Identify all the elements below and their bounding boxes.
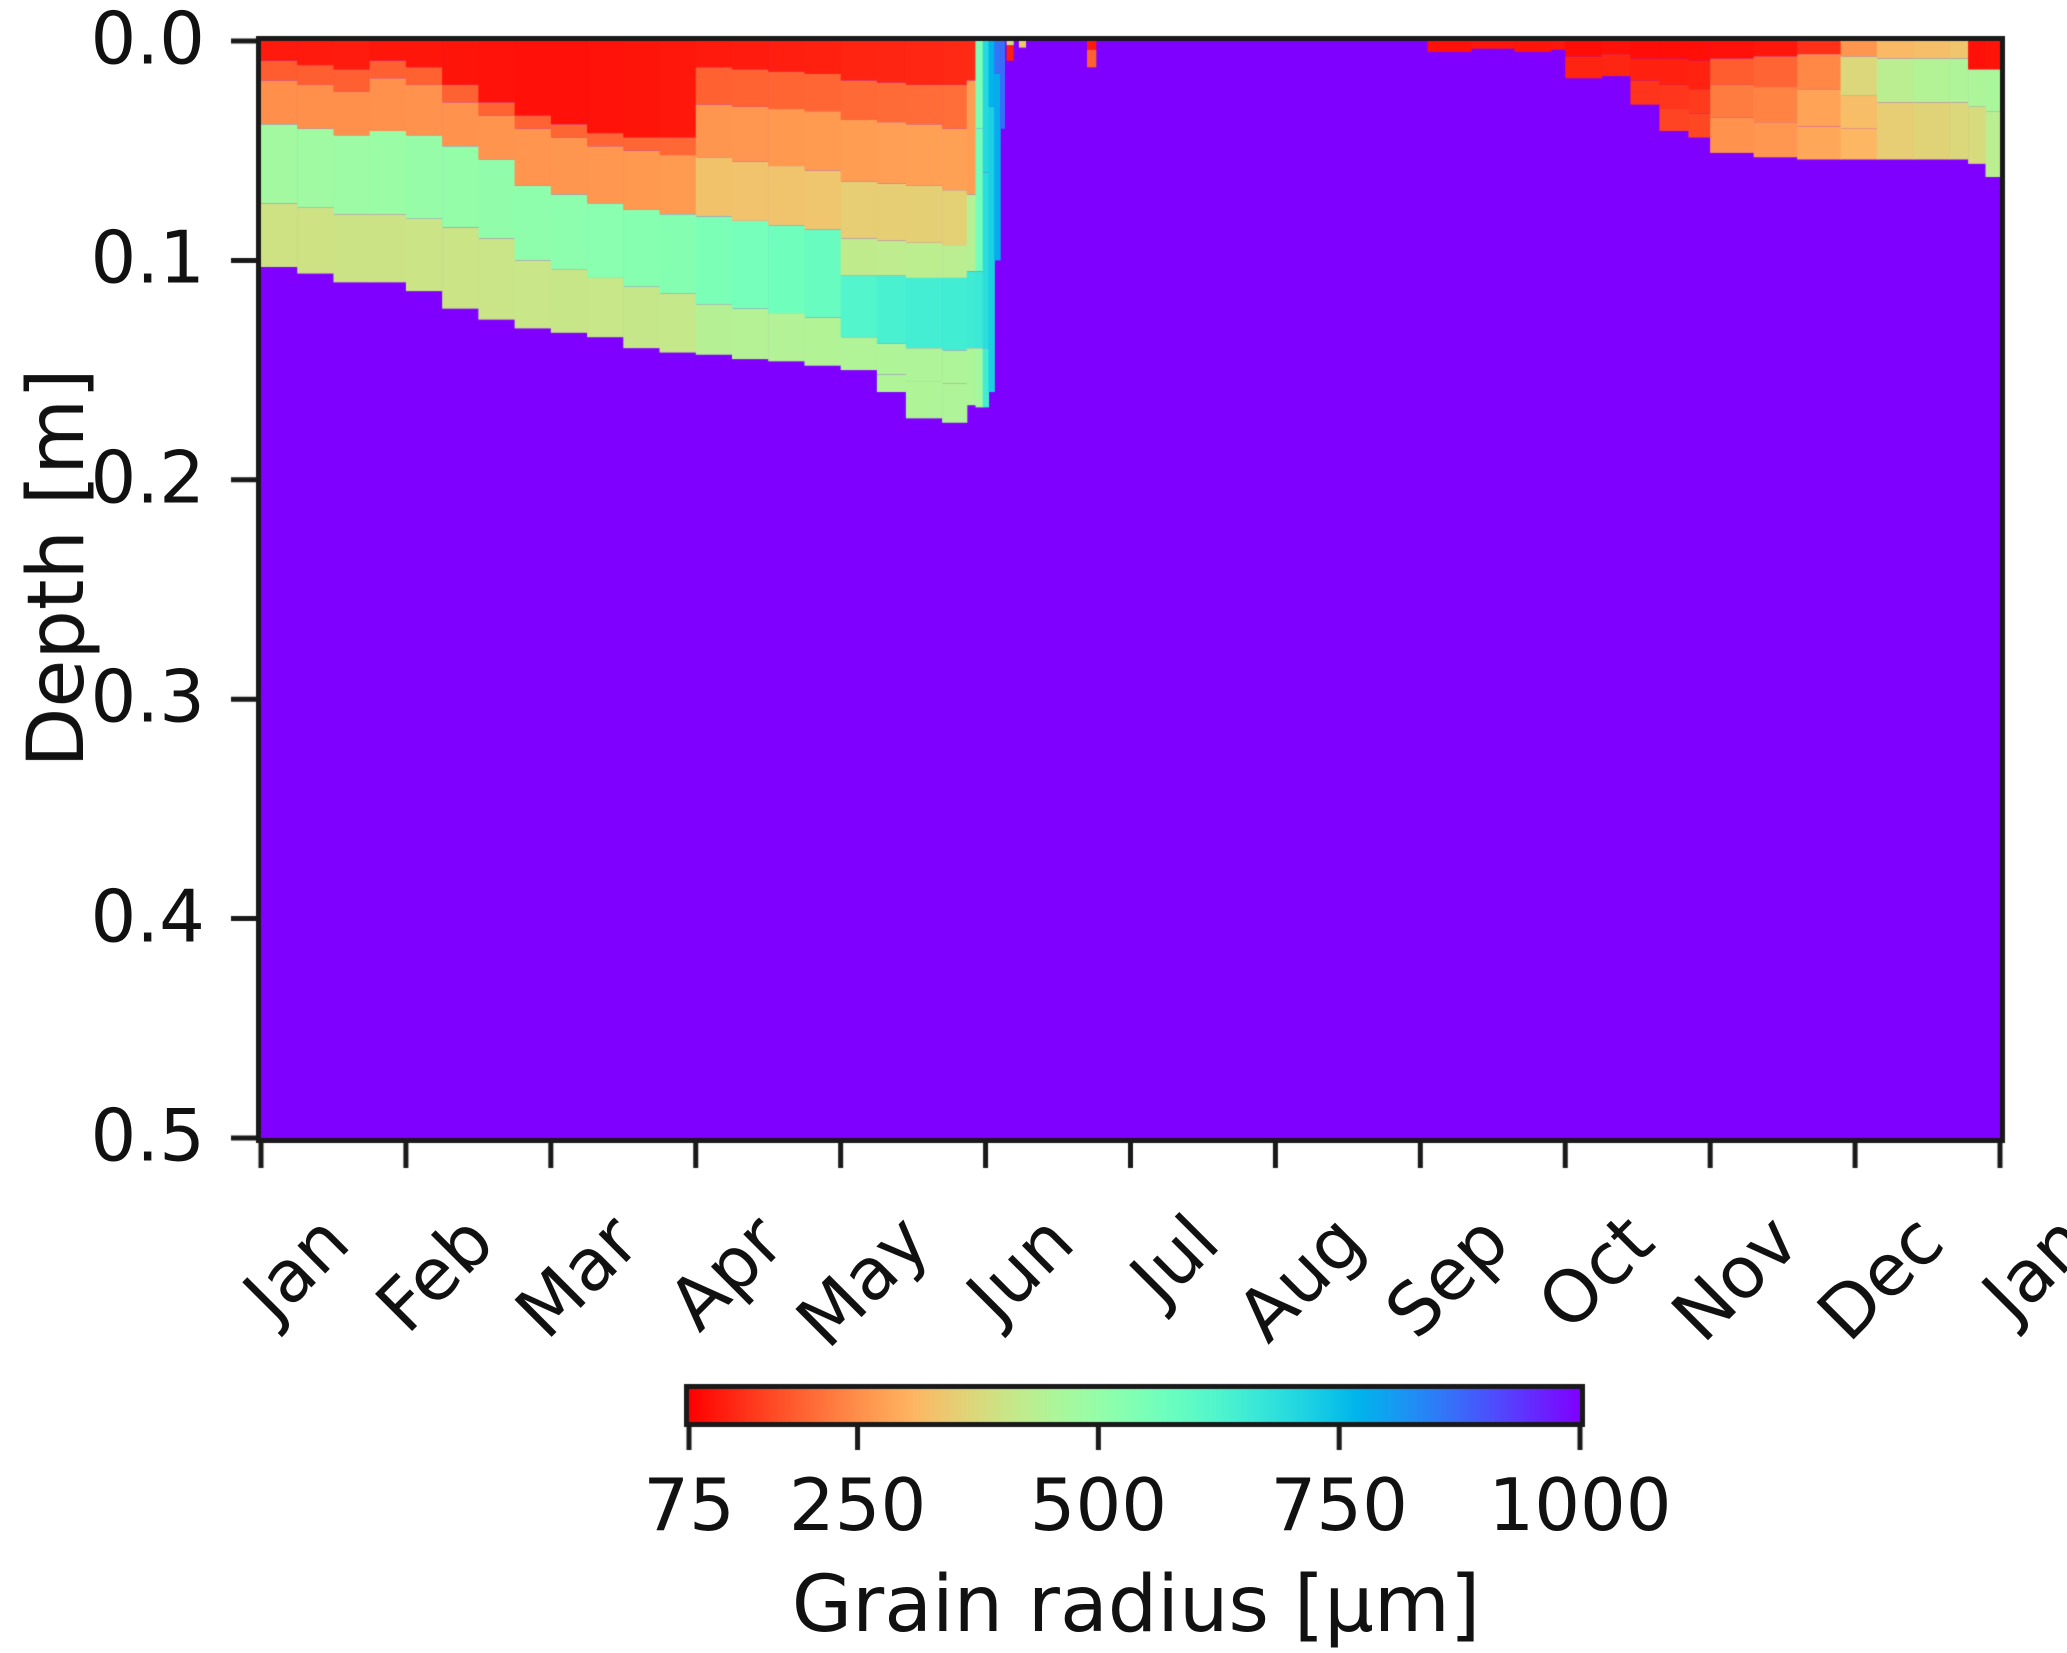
- colorbar-tick-label: 75: [643, 1463, 735, 1547]
- y-tick-label: 0.2: [90, 435, 205, 520]
- y-tick-label: 0.0: [90, 0, 205, 81]
- y-tick-label: 0.4: [90, 874, 205, 959]
- colorbar-tick-label: 500: [1029, 1463, 1168, 1547]
- y-tick-label: 0.3: [90, 654, 205, 739]
- colorbar-tick-label: 250: [788, 1463, 927, 1547]
- colorbar-tick-label: 1000: [1488, 1463, 1672, 1547]
- colorbar-label: Grain radius [μm]: [791, 1560, 1481, 1650]
- colorbar-tick-label: 750: [1270, 1463, 1408, 1547]
- y-tick-label: 0.1: [90, 216, 205, 301]
- y-tick-label: 0.5: [90, 1093, 205, 1178]
- y-axis-label: Depth [m]: [12, 368, 102, 768]
